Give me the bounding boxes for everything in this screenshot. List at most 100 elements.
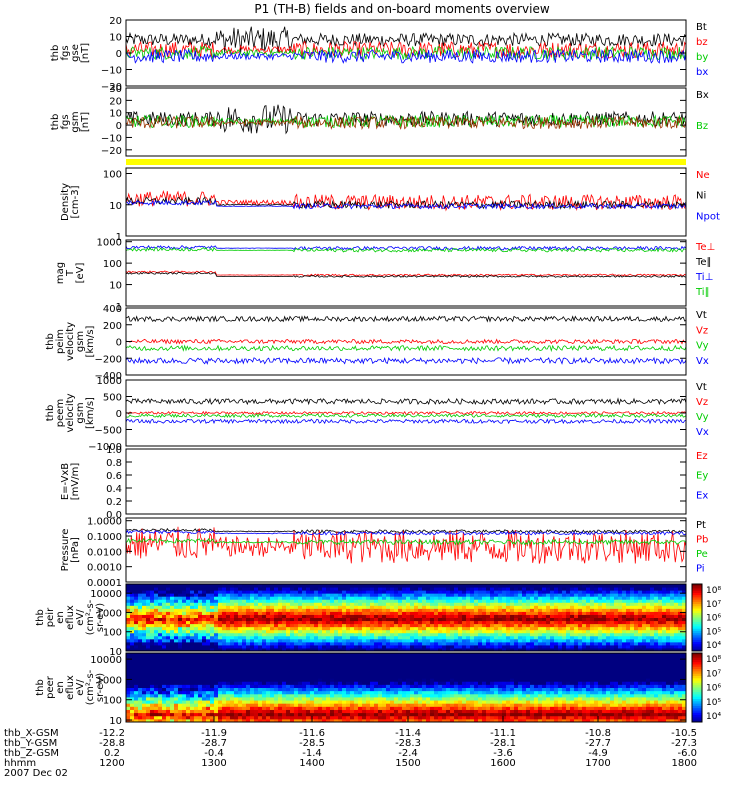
spectrogram-peer-cell: [170, 681, 175, 685]
spectrogram-peer-cell: [218, 696, 223, 701]
spectrogram-peer-cell: [202, 712, 207, 717]
spectrogram-peer-cell: [202, 715, 207, 720]
spectrogram-peer-cell: [326, 718, 331, 723]
spectrogram-peir-cell: [490, 590, 495, 594]
spectrogram-peer-cell: [358, 681, 363, 685]
spectrogram-peir-cell: [350, 602, 355, 606]
spectrogram-peir-cell: [166, 596, 171, 600]
spectrogram-peir-cell: [150, 596, 155, 600]
spectrogram-peer-cell: [306, 668, 311, 673]
spectrogram-peir-cell: [630, 635, 635, 640]
spectrogram-peir-cell: [226, 596, 231, 600]
spectrogram-peir-cell: [406, 593, 411, 597]
spectrogram-peer-cell: [178, 656, 183, 660]
spectrogram-peer-cell: [282, 653, 287, 657]
spectrogram-peir-cell: [334, 587, 339, 591]
spectrogram-peir-cell: [590, 638, 595, 643]
spectrogram-peer-cell: [366, 665, 371, 670]
spectrogram-peir-cell: [662, 617, 667, 622]
spectrogram-peir-cell: [414, 614, 419, 618]
spectrogram-peer-cell: [346, 690, 351, 695]
spectrogram-peir-cell: [206, 617, 211, 622]
spectrogram-peir-cell: [562, 635, 567, 640]
spectrogram-peir-cell: [618, 647, 623, 652]
spectrogram-peir-cell: [526, 608, 531, 612]
spectrogram-peer-cell: [242, 703, 247, 707]
spectrogram-peir-cell: [402, 611, 407, 615]
spectrogram-peer-cell: [194, 656, 199, 660]
spectrogram-peir-cell: [638, 629, 643, 634]
spectrogram-peir-cell: [614, 584, 619, 588]
spectrogram-peir-cell: [154, 626, 159, 631]
spectrogram-peir-cell: [634, 614, 639, 618]
spectrogram-peir-cell: [346, 584, 351, 588]
spectrogram-peer-cell: [130, 693, 135, 698]
spectrogram-peer-cell: [206, 659, 211, 663]
spectrogram-peer-cell: [382, 690, 387, 695]
spectrogram-peer-cell: [414, 665, 419, 670]
spectrogram-peer-cell: [134, 662, 139, 667]
spectrogram-peir-cell: [338, 635, 343, 640]
spectrogram-peir-cell: [186, 593, 191, 597]
spectrogram-peir-cell: [166, 620, 171, 625]
spectrogram-peer-cell: [314, 684, 319, 688]
spectrogram-peir-cell: [306, 638, 311, 643]
spectrogram-peer-cell: [238, 709, 243, 714]
spectrogram-peir-cell: [570, 608, 575, 612]
spectrogram-peir-cell: [442, 620, 447, 625]
spectrogram-peir-cell: [482, 584, 487, 588]
spectrogram-peer-cell: [126, 662, 131, 667]
spectrogram-peir-cell: [518, 596, 523, 600]
spectrogram-peir-colorbar-cell: [692, 604, 702, 607]
spectrogram-peir-cell: [234, 617, 239, 622]
spectrogram-peer-cell: [242, 693, 247, 698]
spectrogram-peir-cell: [374, 614, 379, 618]
spectrogram-peer-cell: [382, 681, 387, 685]
spectrogram-peir-cell: [498, 629, 503, 634]
spectrogram-peer-cell: [294, 674, 299, 679]
spectrogram-peer-cell: [214, 656, 219, 660]
spectrogram-peir-cell: [402, 620, 407, 625]
spectrogram-peer-cell: [186, 703, 191, 707]
spectrogram-peir-cell: [570, 617, 575, 622]
spectrogram-peir-cell: [486, 608, 491, 612]
spectrogram-peer-cell: [370, 712, 375, 717]
spectrogram-peir-cell: [362, 602, 367, 606]
spectrogram-peir-cell: [362, 584, 367, 588]
spectrogram-peer-cell: [202, 696, 207, 701]
spectrogram-peir-cell: [358, 632, 363, 637]
spectrogram-peer-cell: [242, 662, 247, 667]
spectrogram-peir-cell: [418, 632, 423, 637]
spectrogram-peer-cell: [246, 712, 251, 717]
spectrogram-peir-cell: [198, 632, 203, 637]
spectrogram-peir-cell: [142, 620, 147, 625]
spectrogram-peir-cell: [266, 596, 271, 600]
spectrogram-peir-cell: [526, 602, 531, 606]
spectrogram-peir-cell: [558, 623, 563, 628]
spectrogram-peir-cell: [222, 632, 227, 637]
spectrogram-peer-cell: [242, 656, 247, 660]
spectrogram-peir-cell: [494, 644, 499, 649]
spectrogram-peer-cell: [338, 706, 343, 710]
spectrogram-peir-cell: [442, 623, 447, 628]
spectrogram-peer-cell: [354, 662, 359, 667]
spectrogram-peer-cell: [294, 659, 299, 663]
spectrogram-peer-cell: [326, 693, 331, 698]
spectrogram-peer-cell: [402, 718, 407, 723]
spectrogram-peir-cell: [458, 623, 463, 628]
spectrogram-peir-cell: [578, 587, 583, 591]
spectrogram-peir-cell: [454, 596, 459, 600]
spectrogram-peir-cell: [366, 614, 371, 618]
spectrogram-peer-cell: [374, 653, 379, 657]
spectrogram-peer-cell: [158, 693, 163, 698]
spectrogram-peir-cell: [242, 620, 247, 625]
spectrogram-peer-cell: [250, 684, 255, 688]
spectrogram-peer-cell: [382, 656, 387, 660]
spectrogram-peir-cell: [582, 599, 587, 603]
spectrogram-peer-cell: [238, 715, 243, 720]
spectrogram-peer-cell: [298, 706, 303, 710]
spectrogram-peer-cell: [398, 678, 403, 682]
spectrogram-peir-cell: [538, 638, 543, 643]
spectrogram-peer-cell: [354, 706, 359, 710]
spectrogram-peir-cell: [618, 602, 623, 606]
